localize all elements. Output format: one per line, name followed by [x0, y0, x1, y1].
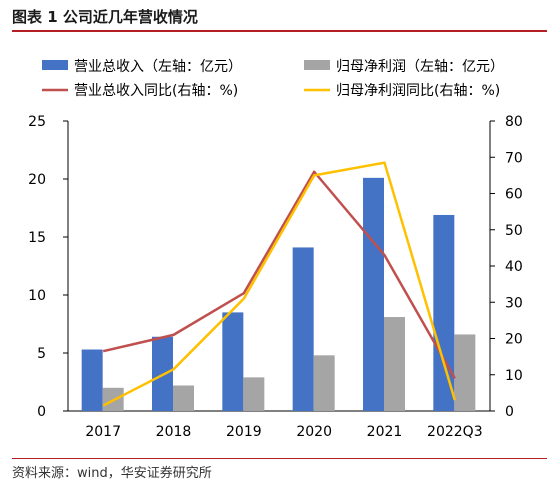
legend-revenue-swatch — [42, 60, 68, 70]
profit-yoy-line — [102, 161, 457, 407]
source-note: 资料来源：wind，华安证券研究所 — [12, 466, 212, 481]
x-axis-tick-label: 2022Q3 — [427, 424, 483, 440]
right-axis-tick-label: 0 — [505, 404, 514, 420]
x-axis-tick-label: 2017 — [85, 424, 121, 440]
x-axis-tick-label: 2019 — [226, 424, 262, 440]
right-axis-tick-label: 80 — [505, 114, 523, 130]
profit-bar — [243, 377, 265, 411]
right-axis-tick-label: 30 — [505, 295, 523, 311]
right-axis-tick-label: 20 — [505, 332, 523, 348]
revenue-bar — [433, 214, 455, 411]
legend-revenue-yoy-label: 营业总收入同比(右轴：%) — [74, 83, 238, 99]
left-axis-tick-label: 15 — [28, 230, 46, 246]
x-axis-tick-label: 2021 — [367, 424, 403, 440]
x-axis-tick-label: 2018 — [156, 424, 192, 440]
profit-bar — [384, 317, 405, 411]
legend-revenue-label: 营业总收入（左轴：亿元） — [74, 59, 242, 75]
revenue-bar — [363, 177, 384, 411]
revenue-bar — [292, 247, 314, 411]
right-axis-tick-label: 70 — [505, 150, 523, 166]
left-axis-tick-label: 5 — [37, 346, 46, 362]
right-axis-tick-label: 10 — [505, 368, 523, 384]
x-axis-tick-label: 2020 — [296, 424, 332, 440]
left-axis-tick-label: 0 — [37, 404, 46, 420]
left-axis-tick-label: 25 — [28, 114, 46, 130]
left-axis-tick-label: 10 — [28, 288, 46, 304]
left-axis-tick-label: 20 — [28, 172, 46, 188]
source-divider — [12, 458, 547, 459]
legend-profit-yoy-label: 归母净利润同比(右轴：%) — [336, 82, 500, 99]
page-title: 图表 1 公司近几年营收情况 — [12, 8, 198, 26]
right-axis-tick-label: 40 — [505, 259, 523, 275]
revenue-bar — [222, 312, 244, 411]
right-axis-tick-label: 50 — [505, 223, 523, 239]
profit-bar — [313, 355, 335, 411]
title-divider — [12, 30, 547, 32]
revenue-yoy-line — [102, 170, 456, 379]
right-axis-tick-label: 60 — [505, 187, 523, 203]
revenue-bar — [81, 349, 103, 411]
profit-bar — [454, 334, 476, 411]
profit-bar — [173, 385, 194, 411]
legend-profit-label: 归母净利润（左轴：亿元） — [336, 58, 504, 75]
legend-profit-swatch — [304, 60, 330, 70]
